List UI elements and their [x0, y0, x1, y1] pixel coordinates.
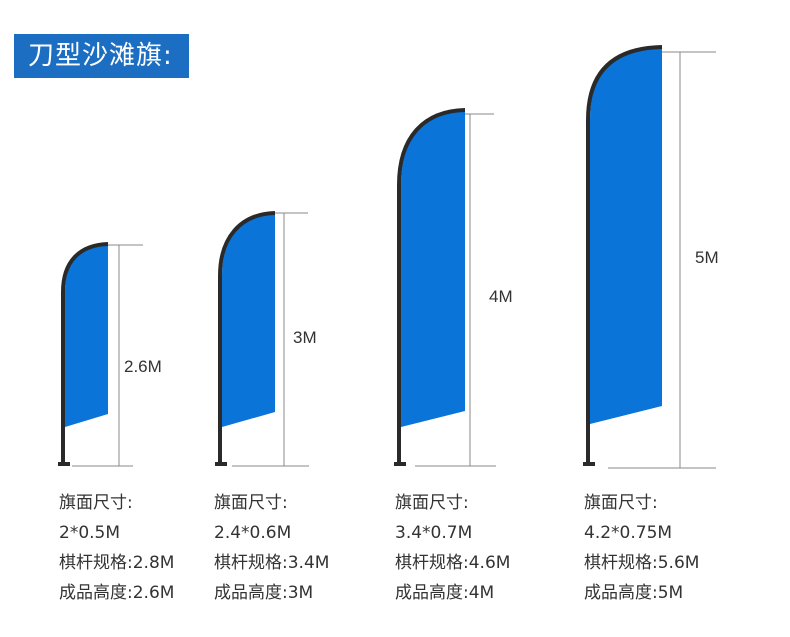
flag-4-height-spec: 成品高度:5M [584, 583, 684, 603]
flag-2-specs: 旗面尺寸: 2.4*0.6M 棋杆规格:3.4M 成品高度:3M [214, 488, 329, 608]
flag-2-base [215, 462, 227, 466]
flag-4-specs: 旗面尺寸: 4.2*0.75M 棋杆规格:5.6M 成品高度:5M [584, 488, 699, 608]
flag-4-pole-spec: 棋杆规格:5.6M [584, 553, 700, 573]
flag-4: 5M [583, 45, 719, 469]
flag-1-fabric [65, 245, 108, 427]
flag-2: 3M [215, 211, 317, 467]
flag-4-size-label: 旗面尺寸: [584, 493, 658, 513]
flag-1-pole [61, 242, 109, 463]
flag-2-dimension-label: 3M [293, 328, 317, 347]
flag-1-size-label: 旗面尺寸: [59, 493, 133, 513]
flag-4-fabric [590, 48, 662, 424]
flag-1-specs: 旗面尺寸: 2*0.5M 棋杆规格:2.8M 成品高度:2.6M [59, 488, 174, 608]
flag-2-pole [218, 211, 276, 463]
flag-4-pole [586, 45, 663, 463]
flag-3-specs: 旗面尺寸: 3.4*0.7M 棋杆规格:4.6M 成品高度:4M [395, 488, 510, 608]
flag-2-height-spec: 成品高度:3M [214, 583, 314, 603]
flag-3-size-label: 旗面尺寸: [395, 493, 469, 513]
flag-4-base [583, 462, 595, 466]
flag-2-pole-spec: 棋杆规格:3.4M [214, 553, 330, 573]
page-title: 刀型沙滩旗: [14, 34, 189, 78]
flag-3-height-spec: 成品高度:4M [395, 583, 495, 603]
flag-2-size-label: 旗面尺寸: [214, 493, 288, 513]
flag-3-pole-spec: 棋杆规格:4.6M [395, 553, 511, 573]
flag-4-dimension-label: 5M [695, 248, 719, 267]
flag-2-fabric [222, 214, 275, 427]
flag-1-base [58, 462, 70, 466]
flag-3-base [394, 462, 406, 466]
flag-2-size: 2.4*0.6M [214, 523, 292, 543]
flag-1-pole-spec: 棋杆规格:2.8M [59, 553, 175, 573]
flag-1-dimension-label: 2.6M [124, 357, 162, 376]
flag-1-height-spec: 成品高度:2.6M [59, 583, 175, 603]
flag-3-pole [397, 108, 466, 463]
flag-1: 2.6M [58, 242, 162, 467]
flag-4-size: 4.2*0.75M [584, 523, 673, 543]
flag-3: 4M [394, 108, 513, 467]
flag-3-fabric [401, 111, 465, 427]
flag-3-size: 3.4*0.7M [395, 523, 473, 543]
flag-3-dimension-label: 4M [489, 287, 513, 306]
flag-1-size: 2*0.5M [59, 523, 121, 543]
